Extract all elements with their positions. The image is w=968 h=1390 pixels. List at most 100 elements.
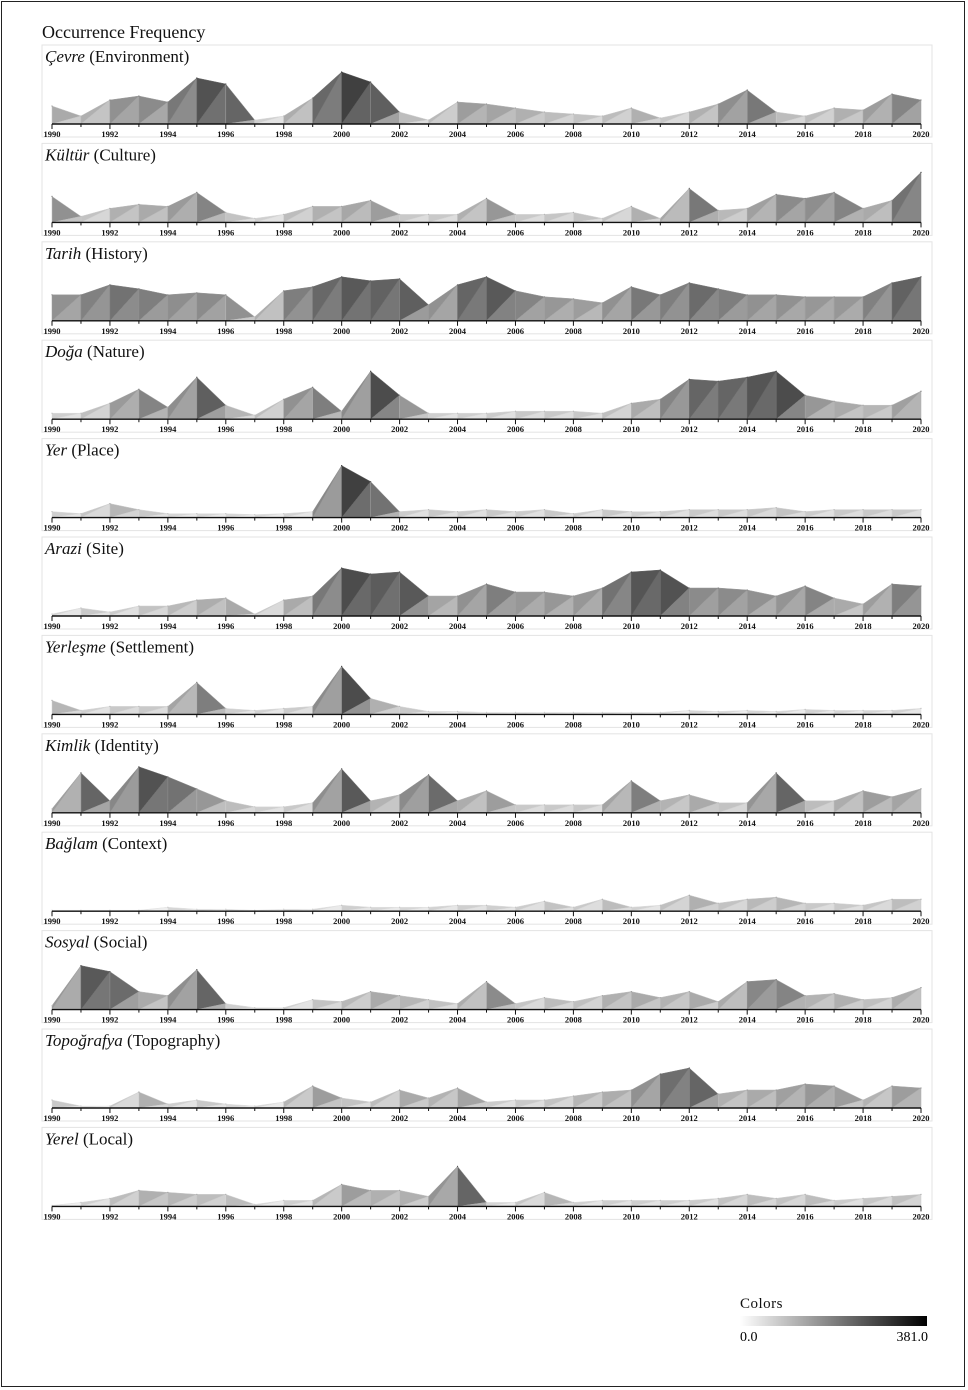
area-facet (225, 83, 256, 125)
data-point (804, 1083, 806, 1085)
data-point (601, 587, 603, 589)
data-point (920, 509, 922, 511)
panel-title-term: Doğa (44, 342, 83, 361)
x-tick-label: 2014 (739, 719, 757, 729)
x-tick-label: 1998 (275, 1015, 292, 1025)
data-point (543, 509, 546, 511)
data-point (630, 205, 632, 207)
panel-title-translation: (Social) (89, 933, 147, 952)
data-point (572, 1001, 575, 1003)
data-point (717, 710, 719, 713)
data-point (775, 772, 777, 774)
data-point (80, 115, 82, 117)
data-point (370, 199, 372, 201)
data-point (485, 412, 488, 414)
x-tick-label: 2010 (623, 424, 640, 434)
panel-2: Kültür (Culture) 1990 1992 1994 1996 1998 2000… (41, 142, 933, 237)
data-point (399, 394, 401, 396)
x-tick-label: 1990 (44, 424, 61, 434)
x-tick-label: 2016 (797, 326, 814, 336)
data-point (167, 1191, 169, 1193)
data-point (196, 908, 198, 910)
data-point (717, 209, 719, 211)
data-point (833, 1199, 835, 1201)
x-tick-label: 2004 (449, 916, 467, 926)
x-tick-label: 2004 (449, 523, 467, 533)
x-tick-label: 1996 (217, 1211, 234, 1221)
data-point (225, 1193, 227, 1195)
panel-12: Yerel (Local) 1990 1992 1994 1996 1998 2000 200… (41, 1126, 933, 1221)
x-tick-label: 2004 (449, 1015, 467, 1025)
data-point (601, 995, 603, 997)
data-point (862, 1099, 864, 1101)
data-point (167, 776, 169, 778)
x-tick-label: 2020 (913, 1015, 930, 1025)
data-point (659, 569, 661, 571)
data-point (109, 1197, 111, 1199)
x-tick-label: 1998 (275, 129, 292, 139)
data-point (688, 1199, 690, 1201)
data-point (370, 370, 372, 372)
x-tick-label: 2008 (565, 818, 582, 828)
data-point (225, 707, 227, 710)
data-point (399, 111, 401, 113)
data-point (254, 414, 256, 416)
data-point (659, 904, 661, 906)
data-point (485, 197, 488, 199)
data-point (717, 509, 719, 511)
panel-title-translation: (Place) (67, 441, 119, 460)
data-point (109, 800, 111, 802)
data-point (688, 378, 690, 380)
x-tick-label: 2008 (565, 129, 582, 139)
area-facet (282, 1085, 313, 1109)
data-point (920, 585, 922, 587)
data-point (80, 607, 82, 609)
data-point (283, 707, 285, 710)
x-tick-label: 1994 (159, 326, 177, 336)
data-point (572, 513, 575, 515)
data-point (167, 294, 169, 296)
data-point (688, 282, 690, 284)
x-tick-label: 2018 (855, 1211, 872, 1221)
x-tick-label: 1996 (217, 129, 234, 139)
x-tick-label: 2006 (507, 1211, 524, 1221)
data-point (312, 802, 314, 804)
x-tick-label: 1994 (159, 621, 177, 631)
x-tick-label: 1992 (101, 916, 118, 926)
data-point (225, 404, 227, 406)
data-point (196, 1099, 198, 1101)
data-point (370, 481, 372, 483)
x-tick-label: 1990 (44, 621, 61, 631)
data-point (543, 1099, 546, 1101)
data-point (312, 205, 314, 207)
area-facet (80, 503, 111, 518)
x-tick-label: 2006 (507, 326, 524, 336)
data-point (746, 89, 748, 91)
x-tick-label: 1996 (217, 719, 234, 729)
x-tick-label: 2002 (391, 621, 408, 631)
data-point (283, 213, 285, 215)
x-tick-label: 2020 (913, 719, 930, 729)
x-tick-label: 2008 (565, 1015, 582, 1025)
x-tick-label: 2002 (391, 326, 408, 336)
x-tick-label: 1998 (275, 326, 292, 336)
data-point (688, 509, 690, 511)
data-point (572, 1201, 575, 1203)
x-tick-label: 1998 (275, 424, 292, 434)
data-point (804, 394, 806, 396)
data-point (543, 410, 546, 412)
panel-title: Topoğrafya (Topography) (45, 1031, 220, 1050)
data-point (804, 296, 806, 298)
data-point (543, 213, 546, 215)
data-point (341, 665, 343, 668)
x-tick-label: 1992 (101, 129, 118, 139)
x-tick-label: 1994 (159, 719, 177, 729)
data-point (514, 290, 517, 292)
data-point (254, 514, 256, 516)
data-point (717, 288, 719, 290)
data-point (138, 388, 140, 390)
area-facet (456, 197, 487, 223)
data-point (601, 217, 603, 219)
x-tick-label: 2014 (739, 227, 757, 237)
x-tick-label: 2016 (797, 1211, 814, 1221)
